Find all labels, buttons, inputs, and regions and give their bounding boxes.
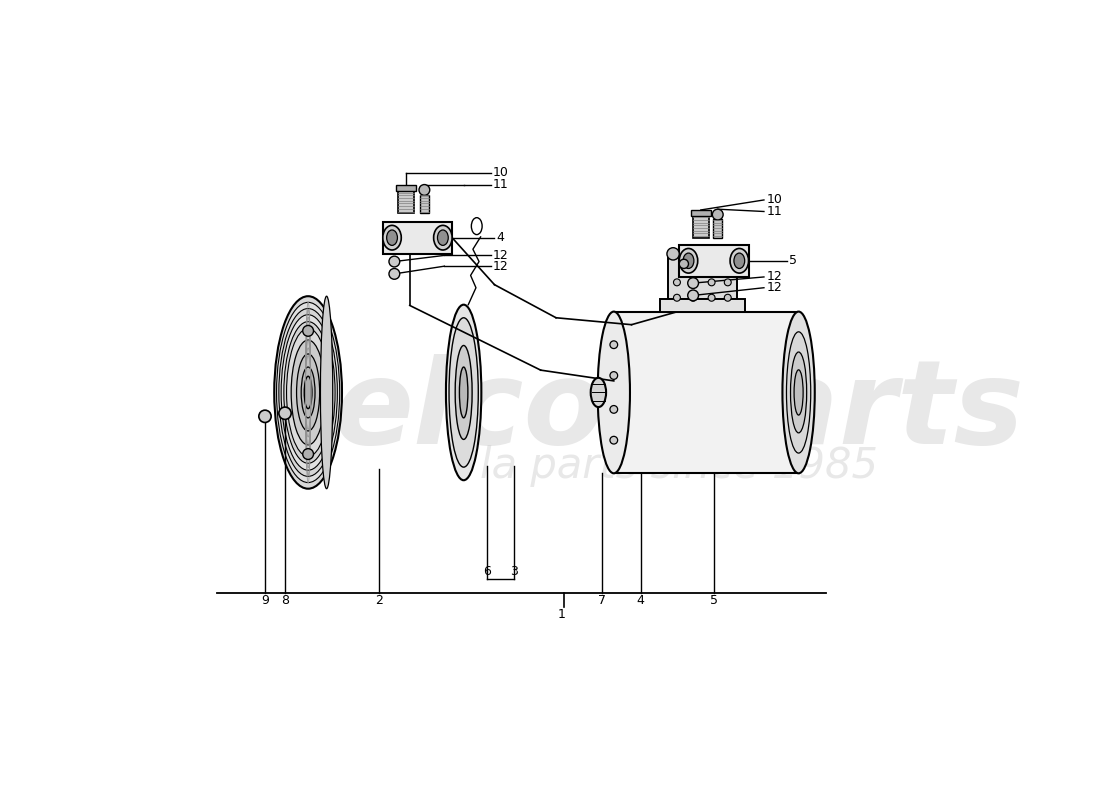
Circle shape <box>690 294 696 302</box>
Text: 9: 9 <box>261 594 268 607</box>
Text: 12: 12 <box>767 282 782 294</box>
Text: 4: 4 <box>497 231 505 244</box>
Circle shape <box>713 209 723 220</box>
Text: 8: 8 <box>280 594 289 607</box>
Bar <box>614 312 799 474</box>
Text: 6: 6 <box>483 565 491 578</box>
Ellipse shape <box>730 249 749 273</box>
Ellipse shape <box>455 346 472 439</box>
Text: 11: 11 <box>767 205 782 218</box>
Ellipse shape <box>301 367 315 418</box>
Circle shape <box>609 341 618 349</box>
Text: 4: 4 <box>637 594 645 607</box>
Text: 7: 7 <box>598 594 606 607</box>
Bar <box>680 245 748 277</box>
Circle shape <box>419 185 430 195</box>
Circle shape <box>673 279 681 286</box>
Bar <box>660 299 745 311</box>
Text: 11: 11 <box>493 178 508 191</box>
Ellipse shape <box>320 296 333 489</box>
Ellipse shape <box>791 352 806 433</box>
Ellipse shape <box>591 378 606 407</box>
Ellipse shape <box>387 230 397 246</box>
Text: 12: 12 <box>767 270 782 283</box>
Circle shape <box>680 259 689 269</box>
Text: 3: 3 <box>509 565 518 578</box>
Ellipse shape <box>786 332 811 453</box>
Circle shape <box>724 294 732 302</box>
Circle shape <box>688 278 698 289</box>
Ellipse shape <box>438 230 449 246</box>
Text: 5: 5 <box>710 594 718 607</box>
Text: 10: 10 <box>767 194 782 206</box>
Circle shape <box>688 290 698 301</box>
Ellipse shape <box>734 253 745 269</box>
Circle shape <box>278 407 292 419</box>
Bar <box>396 186 416 191</box>
Ellipse shape <box>597 311 630 474</box>
Ellipse shape <box>286 329 330 456</box>
Ellipse shape <box>284 322 332 463</box>
Circle shape <box>690 279 696 286</box>
Ellipse shape <box>292 340 326 445</box>
Ellipse shape <box>794 370 803 415</box>
Bar <box>398 190 414 213</box>
Text: 10: 10 <box>493 166 509 179</box>
Circle shape <box>609 436 618 444</box>
Circle shape <box>302 449 313 459</box>
Text: 5: 5 <box>790 254 798 267</box>
Ellipse shape <box>680 249 697 273</box>
Text: 1: 1 <box>558 608 565 621</box>
Ellipse shape <box>446 305 482 480</box>
Ellipse shape <box>274 296 342 489</box>
Ellipse shape <box>782 311 815 474</box>
Bar <box>383 222 452 254</box>
Circle shape <box>609 406 618 414</box>
Text: 12: 12 <box>493 260 508 273</box>
Ellipse shape <box>297 354 320 431</box>
Bar <box>713 219 723 238</box>
Bar <box>668 257 737 299</box>
Circle shape <box>667 248 680 260</box>
Text: 2: 2 <box>375 594 383 607</box>
Ellipse shape <box>683 253 694 269</box>
Text: la parts since 1985: la parts since 1985 <box>481 445 878 486</box>
Ellipse shape <box>433 226 452 250</box>
Circle shape <box>302 326 313 336</box>
Ellipse shape <box>449 318 478 467</box>
Circle shape <box>258 410 272 422</box>
Circle shape <box>609 372 618 379</box>
Circle shape <box>389 269 399 279</box>
Ellipse shape <box>383 226 402 250</box>
Ellipse shape <box>279 309 338 476</box>
Ellipse shape <box>276 302 340 482</box>
Bar <box>691 210 711 216</box>
Circle shape <box>673 294 681 302</box>
Circle shape <box>708 279 715 286</box>
Ellipse shape <box>282 314 336 470</box>
Text: 12: 12 <box>493 249 508 262</box>
Ellipse shape <box>305 376 312 409</box>
Circle shape <box>724 279 732 286</box>
Text: elcosparts: elcosparts <box>333 354 1025 469</box>
Circle shape <box>708 294 715 302</box>
Bar <box>693 214 708 238</box>
Ellipse shape <box>460 367 467 418</box>
Circle shape <box>389 256 399 267</box>
Bar <box>420 194 429 213</box>
